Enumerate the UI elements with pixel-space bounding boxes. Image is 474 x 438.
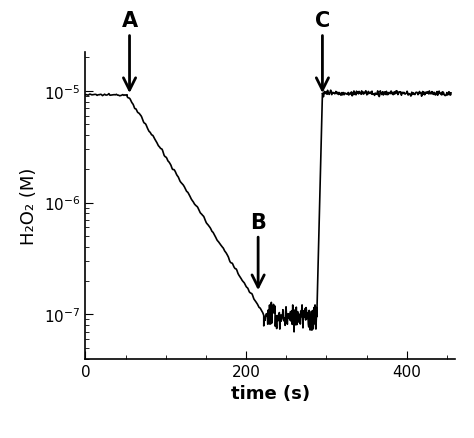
Text: C: C: [315, 11, 330, 91]
Y-axis label: H₂O₂ (M): H₂O₂ (M): [20, 167, 38, 244]
Text: A: A: [121, 11, 137, 91]
Text: B: B: [250, 212, 266, 287]
X-axis label: time (s): time (s): [231, 385, 310, 403]
